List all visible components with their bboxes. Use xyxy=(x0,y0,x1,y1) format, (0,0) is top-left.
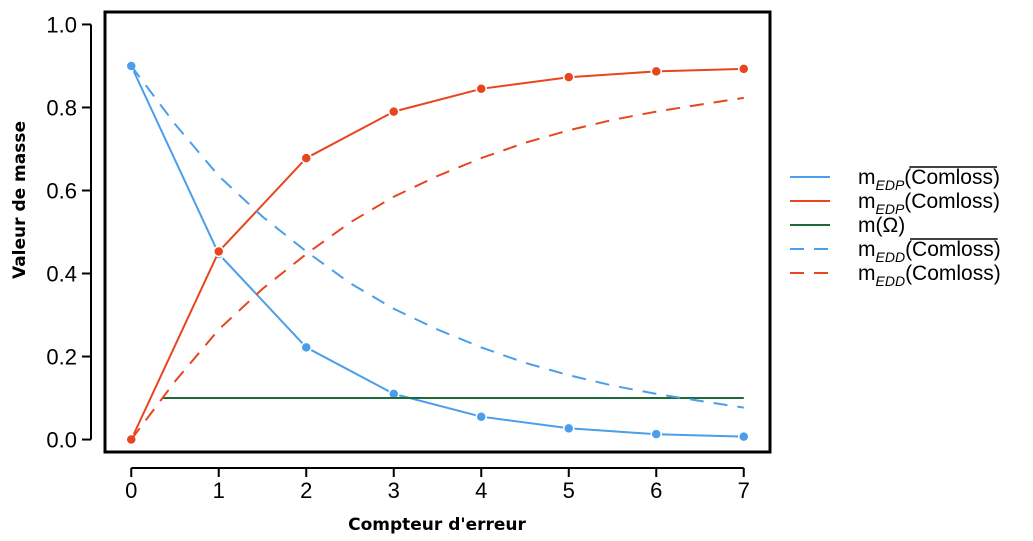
x-axis: 0 1 2 3 4 5 6 7 xyxy=(125,467,750,503)
y-tick-label: 0.6 xyxy=(46,178,77,203)
y-axis-title: Valeur de masse xyxy=(10,121,30,279)
data-point xyxy=(738,430,750,443)
data-point xyxy=(300,341,312,354)
x-tick-label: 2 xyxy=(300,478,312,503)
y-tick-label: 1.0 xyxy=(46,12,77,37)
x-tick-label: 3 xyxy=(388,478,400,503)
x-tick-label: 7 xyxy=(738,478,750,503)
plot-frame xyxy=(103,10,772,454)
legend-label: m(Ω) xyxy=(858,214,905,237)
y-tick-label: 0.4 xyxy=(46,262,77,287)
x-tick-label: 1 xyxy=(213,478,225,503)
x-tick-label: 0 xyxy=(125,478,137,503)
legend: mEDP(Comloss)mEDP(Comloss)m(Ω)mEDD(Comlo… xyxy=(790,166,1001,289)
series-line-3 xyxy=(130,65,744,409)
x-tick-label: 5 xyxy=(563,478,575,503)
y-tick-label: 0.8 xyxy=(46,95,77,120)
data-point xyxy=(300,152,312,164)
series-layer xyxy=(125,60,750,446)
legend-label: mEDP(Comloss) xyxy=(858,190,1000,217)
data-point xyxy=(213,245,225,258)
y-tick-label: 0.2 xyxy=(46,345,77,370)
data-point xyxy=(738,63,750,75)
legend-label: mEDD(Comloss) xyxy=(858,238,1001,265)
y-axis: 0.0 0.2 0.4 0.6 0.8 1.0 xyxy=(46,12,92,453)
legend-label: mEDP(Comloss) xyxy=(858,166,1000,193)
data-point xyxy=(650,428,662,440)
data-point xyxy=(563,422,575,435)
data-point xyxy=(388,105,400,118)
series-line-0 xyxy=(130,65,744,438)
data-point xyxy=(563,71,575,83)
data-point xyxy=(475,410,487,423)
x-tick-label: 4 xyxy=(475,478,487,503)
series-line-4 xyxy=(130,96,744,441)
data-point xyxy=(475,83,487,95)
series-line-1 xyxy=(130,67,744,440)
data-point xyxy=(650,65,662,78)
legend-label: mEDD(Comloss) xyxy=(858,262,1001,289)
x-axis-title: Compteur d'erreur xyxy=(348,515,526,535)
x-tick-label: 6 xyxy=(650,478,662,503)
y-tick-label: 0.0 xyxy=(46,428,77,453)
